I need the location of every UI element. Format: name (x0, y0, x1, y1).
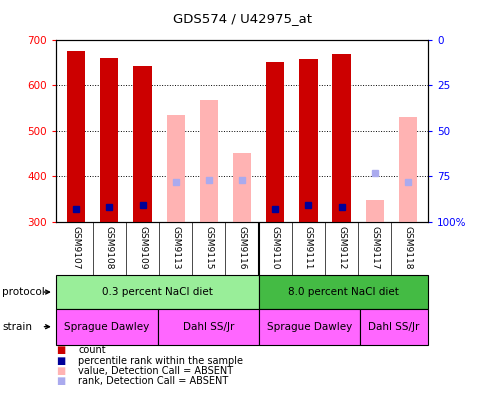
Bar (259, 309, 360, 345)
Bar (56, 309, 157, 345)
Text: protocol: protocol (2, 287, 45, 297)
Text: ■: ■ (56, 345, 65, 356)
Text: GSM9118: GSM9118 (403, 225, 411, 269)
Text: ■: ■ (56, 356, 65, 366)
Text: 0.3 percent NaCl diet: 0.3 percent NaCl diet (102, 287, 213, 297)
Text: Dahl SS/Jr: Dahl SS/Jr (367, 322, 419, 332)
Text: 8.0 percent NaCl diet: 8.0 percent NaCl diet (287, 287, 398, 297)
Bar (265, 62, 284, 222)
Bar (365, 200, 383, 222)
Bar (332, 54, 350, 222)
Bar (56, 275, 259, 309)
Text: GSM9116: GSM9116 (237, 225, 246, 269)
Text: ■: ■ (56, 366, 65, 376)
Text: strain: strain (2, 322, 32, 332)
Bar (232, 152, 251, 222)
Text: GSM9108: GSM9108 (104, 225, 114, 269)
Text: GSM9117: GSM9117 (369, 225, 379, 269)
Text: count: count (78, 345, 105, 356)
Text: GSM9112: GSM9112 (336, 225, 346, 269)
Text: rank, Detection Call = ABSENT: rank, Detection Call = ABSENT (78, 376, 228, 386)
Bar (199, 100, 218, 222)
Text: GDS574 / U42975_at: GDS574 / U42975_at (172, 12, 311, 25)
Bar (299, 59, 317, 222)
Text: value, Detection Call = ABSENT: value, Detection Call = ABSENT (78, 366, 233, 376)
Text: Dahl SS/Jr: Dahl SS/Jr (182, 322, 233, 332)
Text: Sprague Dawley: Sprague Dawley (266, 322, 351, 332)
Bar (398, 117, 416, 222)
Bar (100, 58, 118, 222)
Text: GSM9107: GSM9107 (72, 225, 81, 269)
Text: GSM9111: GSM9111 (304, 225, 312, 269)
Text: GSM9110: GSM9110 (270, 225, 279, 269)
Bar (360, 309, 427, 345)
Text: GSM9115: GSM9115 (204, 225, 213, 269)
Bar (133, 66, 151, 222)
Bar (157, 309, 259, 345)
Bar (166, 115, 184, 222)
Text: percentile rank within the sample: percentile rank within the sample (78, 356, 243, 366)
Text: GSM9113: GSM9113 (171, 225, 180, 269)
Text: GSM9109: GSM9109 (138, 225, 147, 269)
Text: Sprague Dawley: Sprague Dawley (64, 322, 149, 332)
Bar (67, 51, 85, 222)
Bar (259, 275, 427, 309)
Text: ■: ■ (56, 376, 65, 386)
